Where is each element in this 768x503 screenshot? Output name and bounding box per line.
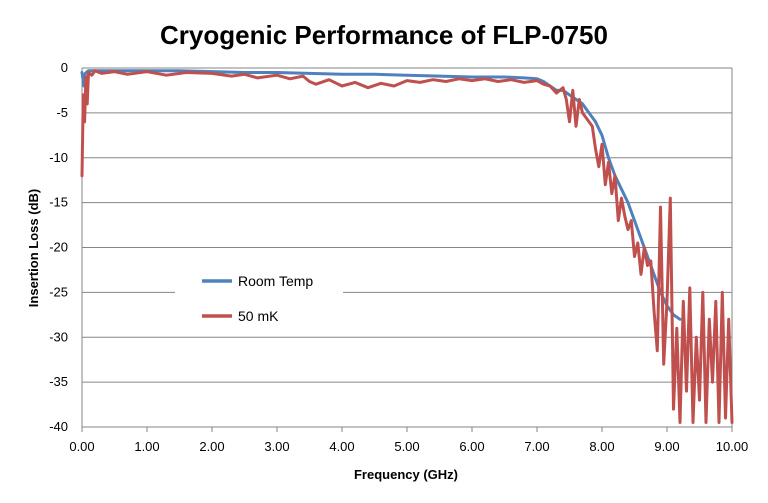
x-tick-label: 0.00: [69, 439, 94, 454]
y-tick-label: -15: [49, 195, 68, 210]
y-tick-label: -25: [49, 284, 68, 299]
tick-labels: 0 -5 -10 -15 -20 -25 -30 -35 -400.00 1.00 2.00 3.00…: [49, 60, 748, 454]
y-tick-label: -5: [56, 105, 68, 120]
x-axis-label: Frequency (GHz): [354, 467, 458, 482]
chart-title: Cryogenic Performance of FLP-0750: [160, 20, 608, 50]
y-tick-label: -40: [49, 419, 68, 434]
legend-label-0: Room Temp: [238, 273, 313, 289]
x-tick-label: 9.00: [654, 439, 679, 454]
y-tick-label: -20: [49, 240, 68, 255]
x-tick-label: 2.00: [199, 439, 224, 454]
y-axis-label: Insertion Loss (dB): [26, 189, 41, 307]
x-tick-label: 6.00: [459, 439, 484, 454]
x-tick-label: 8.00: [589, 439, 614, 454]
y-tick-label: -35: [49, 374, 68, 389]
grid-layer: [81, 67, 733, 432]
y-tick-label: -10: [49, 150, 68, 165]
legend: Room Temp 50 mK: [175, 262, 343, 334]
y-tick-label: 0: [61, 60, 68, 75]
x-tick-label: 5.00: [394, 439, 419, 454]
series-layer: [80, 69, 734, 424]
x-tick-label: 3.00: [264, 439, 289, 454]
legend-box: [175, 262, 343, 334]
series-line-1: [80, 69, 734, 424]
x-tick-label: 4.00: [329, 439, 354, 454]
x-tick-label: 10.00: [716, 439, 749, 454]
legend-label-1: 50 mK: [238, 308, 279, 324]
y-tick-label: -30: [49, 329, 68, 344]
x-tick-label: 1.00: [134, 439, 159, 454]
x-tick-label: 7.00: [524, 439, 549, 454]
